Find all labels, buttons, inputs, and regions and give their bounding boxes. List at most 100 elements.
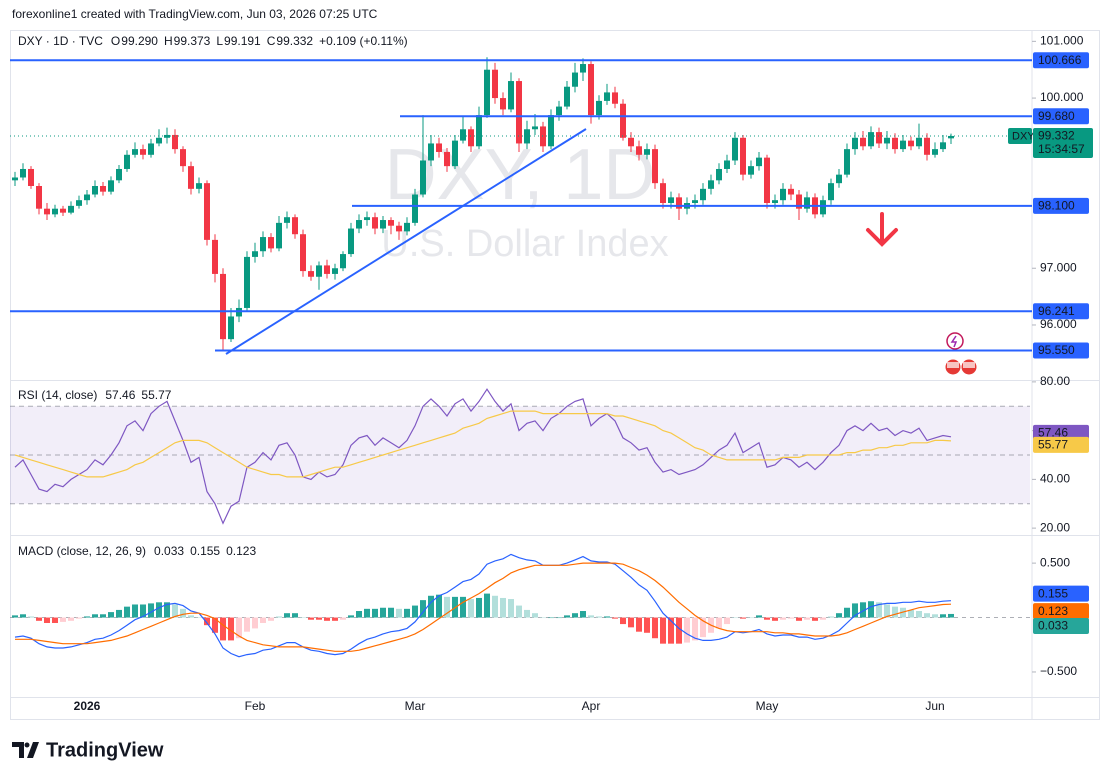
histogram-bar [308, 617, 314, 620]
candle-body [700, 188, 706, 201]
candle-body [844, 149, 850, 175]
histogram-bar [492, 595, 498, 618]
histogram-bar [860, 602, 866, 618]
histogram-bar [612, 617, 618, 619]
last-price: 99.332 [1038, 129, 1075, 143]
legend-value: 99.290 [121, 34, 158, 48]
candle-body [788, 188, 794, 195]
histogram-bar [772, 617, 778, 621]
histogram-bar [380, 607, 386, 618]
candle-body [60, 208, 66, 213]
candle-body [12, 177, 18, 181]
candle-body [820, 200, 826, 215]
histogram-bar [668, 617, 674, 644]
histogram-bar [868, 601, 874, 618]
histogram-bar [588, 615, 594, 618]
down-arrow [866, 212, 898, 247]
candle-body [756, 157, 762, 167]
candle-body [140, 149, 146, 155]
footer-brand: TradingView [46, 739, 164, 761]
histogram-bar [428, 595, 434, 618]
candle-body [388, 220, 394, 226]
candle-body [532, 126, 538, 130]
histogram-bar [396, 608, 402, 618]
countdown: 15:34:57 [1038, 142, 1085, 156]
candle-body [252, 251, 258, 257]
histogram-bar [564, 615, 570, 618]
candle-body [172, 134, 178, 150]
level-label-box [1033, 197, 1089, 214]
histogram-bar [940, 614, 946, 618]
histogram-bar [404, 608, 410, 618]
candle-body [284, 217, 290, 223]
x-tick-label: Jun [925, 699, 944, 713]
legend-value: 99.332 [276, 34, 313, 48]
legend-key: O [111, 34, 120, 48]
y-tick-label: 80.00 [1040, 374, 1070, 388]
candle-body [180, 149, 186, 167]
candle-body [292, 217, 298, 235]
rsi-value-label: 57.46 [1038, 425, 1068, 439]
histogram-bar [60, 617, 66, 622]
histogram-bar [156, 602, 162, 618]
candle-body [228, 316, 234, 340]
candle-body [636, 146, 642, 155]
candle-body [76, 200, 82, 206]
candle-body [316, 265, 322, 277]
histogram-bar [140, 604, 146, 618]
candle-body [340, 254, 346, 269]
histogram-bar [412, 605, 418, 618]
candle-body [108, 180, 114, 192]
candle-body [268, 237, 274, 249]
candle-body [156, 137, 162, 144]
histogram-bar [348, 615, 354, 618]
candle-body [900, 140, 906, 150]
histogram-bar [188, 615, 194, 618]
candle-body [748, 166, 754, 175]
candle-body [564, 86, 570, 107]
chart-frame [10, 30, 1100, 720]
histogram-bar [172, 604, 178, 618]
candle-body [460, 129, 466, 141]
x-tick-label: Mar [405, 699, 426, 713]
candle-body [372, 217, 378, 229]
histogram-bar [372, 608, 378, 618]
histogram-bar [916, 611, 922, 618]
histogram-bar [572, 613, 578, 618]
legend-value: 55.77 [141, 388, 171, 402]
histogram-bar [252, 617, 258, 629]
candle-body [708, 180, 714, 189]
histogram-bar [540, 617, 546, 619]
histogram-bar [628, 617, 634, 628]
candle-body [28, 168, 34, 186]
candle-body [308, 271, 314, 277]
histogram-bar [340, 617, 346, 620]
histogram-bar [228, 617, 234, 641]
candle-body [868, 132, 874, 147]
histogram-bar [804, 617, 810, 620]
legend-change: +0.109 (+0.11%) [319, 34, 408, 48]
histogram-bar [388, 607, 394, 618]
histogram-bar [12, 615, 18, 618]
histogram-bar [580, 611, 586, 618]
candle-body [556, 106, 562, 116]
candle-body [412, 194, 418, 223]
candle-body [356, 220, 362, 229]
histogram-bar [116, 609, 122, 618]
histogram-bar [892, 606, 898, 618]
histogram-bar [300, 617, 306, 619]
macd-line [15, 562, 952, 652]
rsi-value-label: 55.77 [1038, 438, 1068, 452]
watermark-subtitle: U.S. Dollar Index [381, 223, 668, 265]
histogram-bar [244, 617, 250, 632]
level-label: 96.241 [1038, 304, 1075, 318]
level-label: 99.680 [1038, 109, 1075, 123]
candle-body [260, 237, 266, 252]
macd-line [14, 553, 952, 658]
candle-body [764, 157, 770, 204]
candle-body [132, 149, 138, 155]
histogram-bar [108, 612, 114, 618]
histogram-bar [436, 594, 442, 618]
histogram-bar [948, 613, 954, 618]
